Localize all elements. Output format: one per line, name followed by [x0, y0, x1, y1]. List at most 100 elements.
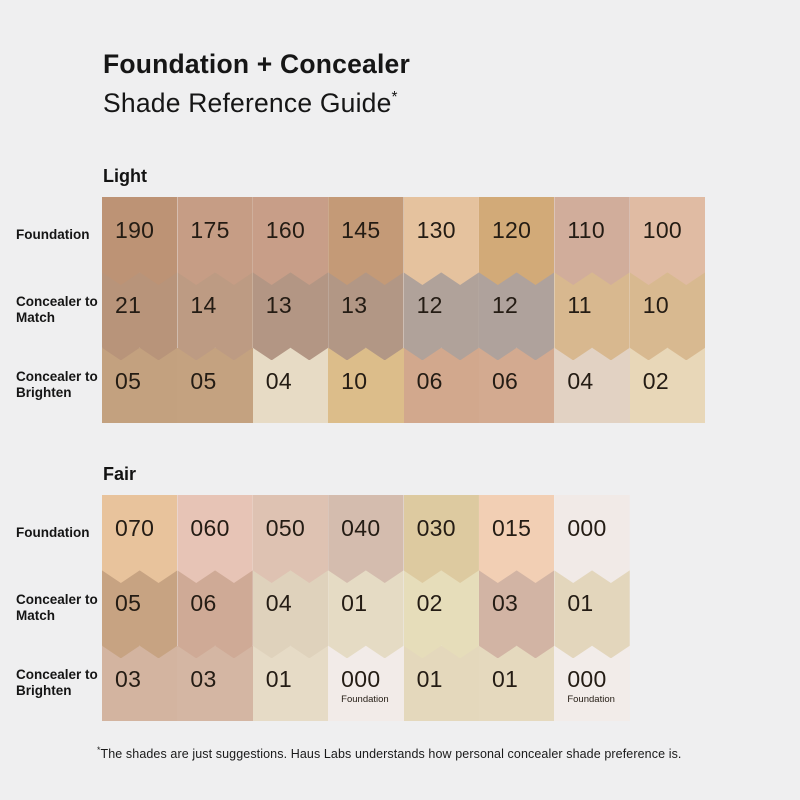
row-label: Foundation	[16, 524, 90, 540]
shade-value: 04	[567, 367, 594, 394]
shade-value: 06	[416, 367, 443, 394]
shade-swatch: 110	[554, 197, 630, 285]
shade-sublabel: Foundation	[567, 693, 615, 705]
shade-value: 05	[115, 367, 142, 394]
shade-swatch: 03	[102, 645, 178, 722]
shade-swatch: 01	[554, 570, 630, 659]
shade-value: 10	[642, 292, 669, 319]
swatch-row: 05 05 04 10 06 06 04 02	[102, 347, 706, 424]
shade-swatch: 01	[328, 570, 404, 659]
shade-swatch: 05	[177, 347, 253, 424]
shade-swatch: 13	[252, 272, 329, 361]
shade-swatch: 12	[403, 272, 479, 361]
footnote: *The shades are just suggestions. Haus L…	[97, 745, 682, 762]
shade-swatch: 030	[403, 495, 479, 583]
row-label: Concealer to Match	[16, 591, 98, 624]
shade-swatch: 190	[102, 197, 178, 285]
row-label: Concealer to Match	[16, 293, 98, 326]
shade-swatch: 120	[478, 197, 555, 285]
shade-swatch: 14	[177, 272, 253, 361]
shade-value: 10	[341, 367, 368, 394]
shade-value: 02	[642, 367, 669, 394]
shade-swatch: 070	[102, 495, 178, 583]
shade-swatch: 000 Foundation	[328, 645, 404, 722]
shade-value: 01	[491, 665, 519, 692]
shade-value: 06	[491, 367, 519, 394]
shade-swatch: 01	[252, 645, 329, 722]
shade-value: 015	[491, 515, 532, 541]
shade-grid: Foundation 190 175 160 145 130 120 110 100 Concea…	[0, 197, 800, 436]
shade-value: 175	[190, 217, 230, 243]
shade-value: 050	[265, 515, 306, 541]
shade-swatch: 000	[554, 495, 630, 583]
shade-swatch: 160	[252, 197, 329, 285]
shade-swatch: 01	[478, 645, 555, 722]
shade-value: 03	[491, 590, 519, 617]
shade-swatch: 100	[629, 197, 706, 285]
page-title-line1: Foundation + Concealer	[103, 49, 410, 79]
shade-value: 060	[190, 515, 230, 541]
shade-value: 01	[265, 665, 292, 692]
row-label: Concealer to Brighten	[16, 369, 98, 401]
shade-value: 100	[642, 217, 683, 243]
footnote-marker: *	[97, 745, 101, 755]
shade-value: 000	[567, 665, 607, 692]
shade-swatch: 000 Foundation	[554, 645, 630, 722]
shade-value: 13	[265, 292, 292, 319]
shade-value: 01	[341, 590, 368, 617]
swatch-row: 05 06 04 01 02 03 01	[102, 570, 630, 659]
shade-swatch: 175	[177, 197, 253, 285]
row-label: Concealer to Brighten	[16, 667, 98, 699]
shade-value: 05	[115, 590, 142, 617]
shade-swatch: 11	[554, 272, 630, 361]
swatch-row: 03 03 01 000 Foundation 01 01 000 Foundation	[102, 645, 630, 722]
shade-value: 13	[341, 292, 368, 319]
section-title: Fair	[103, 464, 137, 484]
shade-swatch: 05	[102, 347, 178, 424]
shade-value: 130	[416, 217, 456, 243]
shade-value: 12	[416, 292, 443, 319]
shade-value: 12	[491, 292, 519, 319]
shade-swatch: 06	[478, 347, 555, 424]
shade-value: 000	[567, 515, 607, 541]
shade-swatch: 04	[554, 347, 630, 424]
shade-swatch: 06	[403, 347, 479, 424]
shade-value: 01	[567, 590, 594, 617]
shade-swatch: 145	[328, 197, 404, 285]
shade-swatch: 01	[403, 645, 479, 722]
shade-swatch: 130	[403, 197, 479, 285]
shade-value: 145	[341, 217, 381, 243]
shade-value: 02	[416, 590, 443, 617]
swatch-row: 21 14 13 13 12 12 11 10	[102, 272, 706, 361]
shade-value: 190	[115, 217, 155, 243]
shade-value: 04	[265, 590, 292, 617]
shade-value: 070	[115, 515, 155, 541]
shade-value: 120	[491, 217, 532, 243]
shade-swatch: 10	[629, 272, 706, 361]
shade-swatch: 02	[629, 347, 706, 424]
shade-value: 03	[115, 665, 142, 692]
title-footnote-marker: *	[391, 89, 398, 106]
shade-value: 030	[416, 515, 456, 541]
shade-swatch: 060	[177, 495, 253, 583]
shade-swatch: 02	[403, 570, 479, 659]
shade-value: 11	[567, 292, 592, 319]
shade-value: 110	[567, 217, 605, 243]
swatch-row: 190 175 160 145 130 120 110 100	[102, 197, 706, 285]
shade-swatch: 05	[102, 570, 178, 659]
shade-swatch: 04	[252, 347, 329, 424]
shade-value: 05	[190, 367, 217, 394]
page-title: Foundation + Concealer Shade Reference G…	[103, 48, 410, 120]
shade-swatch: 06	[177, 570, 253, 659]
shade-value: 040	[341, 515, 381, 541]
shade-sublabel: Foundation	[341, 693, 389, 705]
swatch-row: 070 060 050 040 030 015 000	[102, 495, 630, 583]
shade-value: 000	[341, 665, 381, 692]
shade-value: 01	[416, 665, 443, 692]
shade-swatch: 040	[328, 495, 404, 583]
row-label: Foundation	[16, 226, 90, 242]
shade-swatch: 050	[252, 495, 329, 583]
shade-swatch: 21	[102, 272, 178, 361]
shade-swatch: 03	[478, 570, 555, 659]
